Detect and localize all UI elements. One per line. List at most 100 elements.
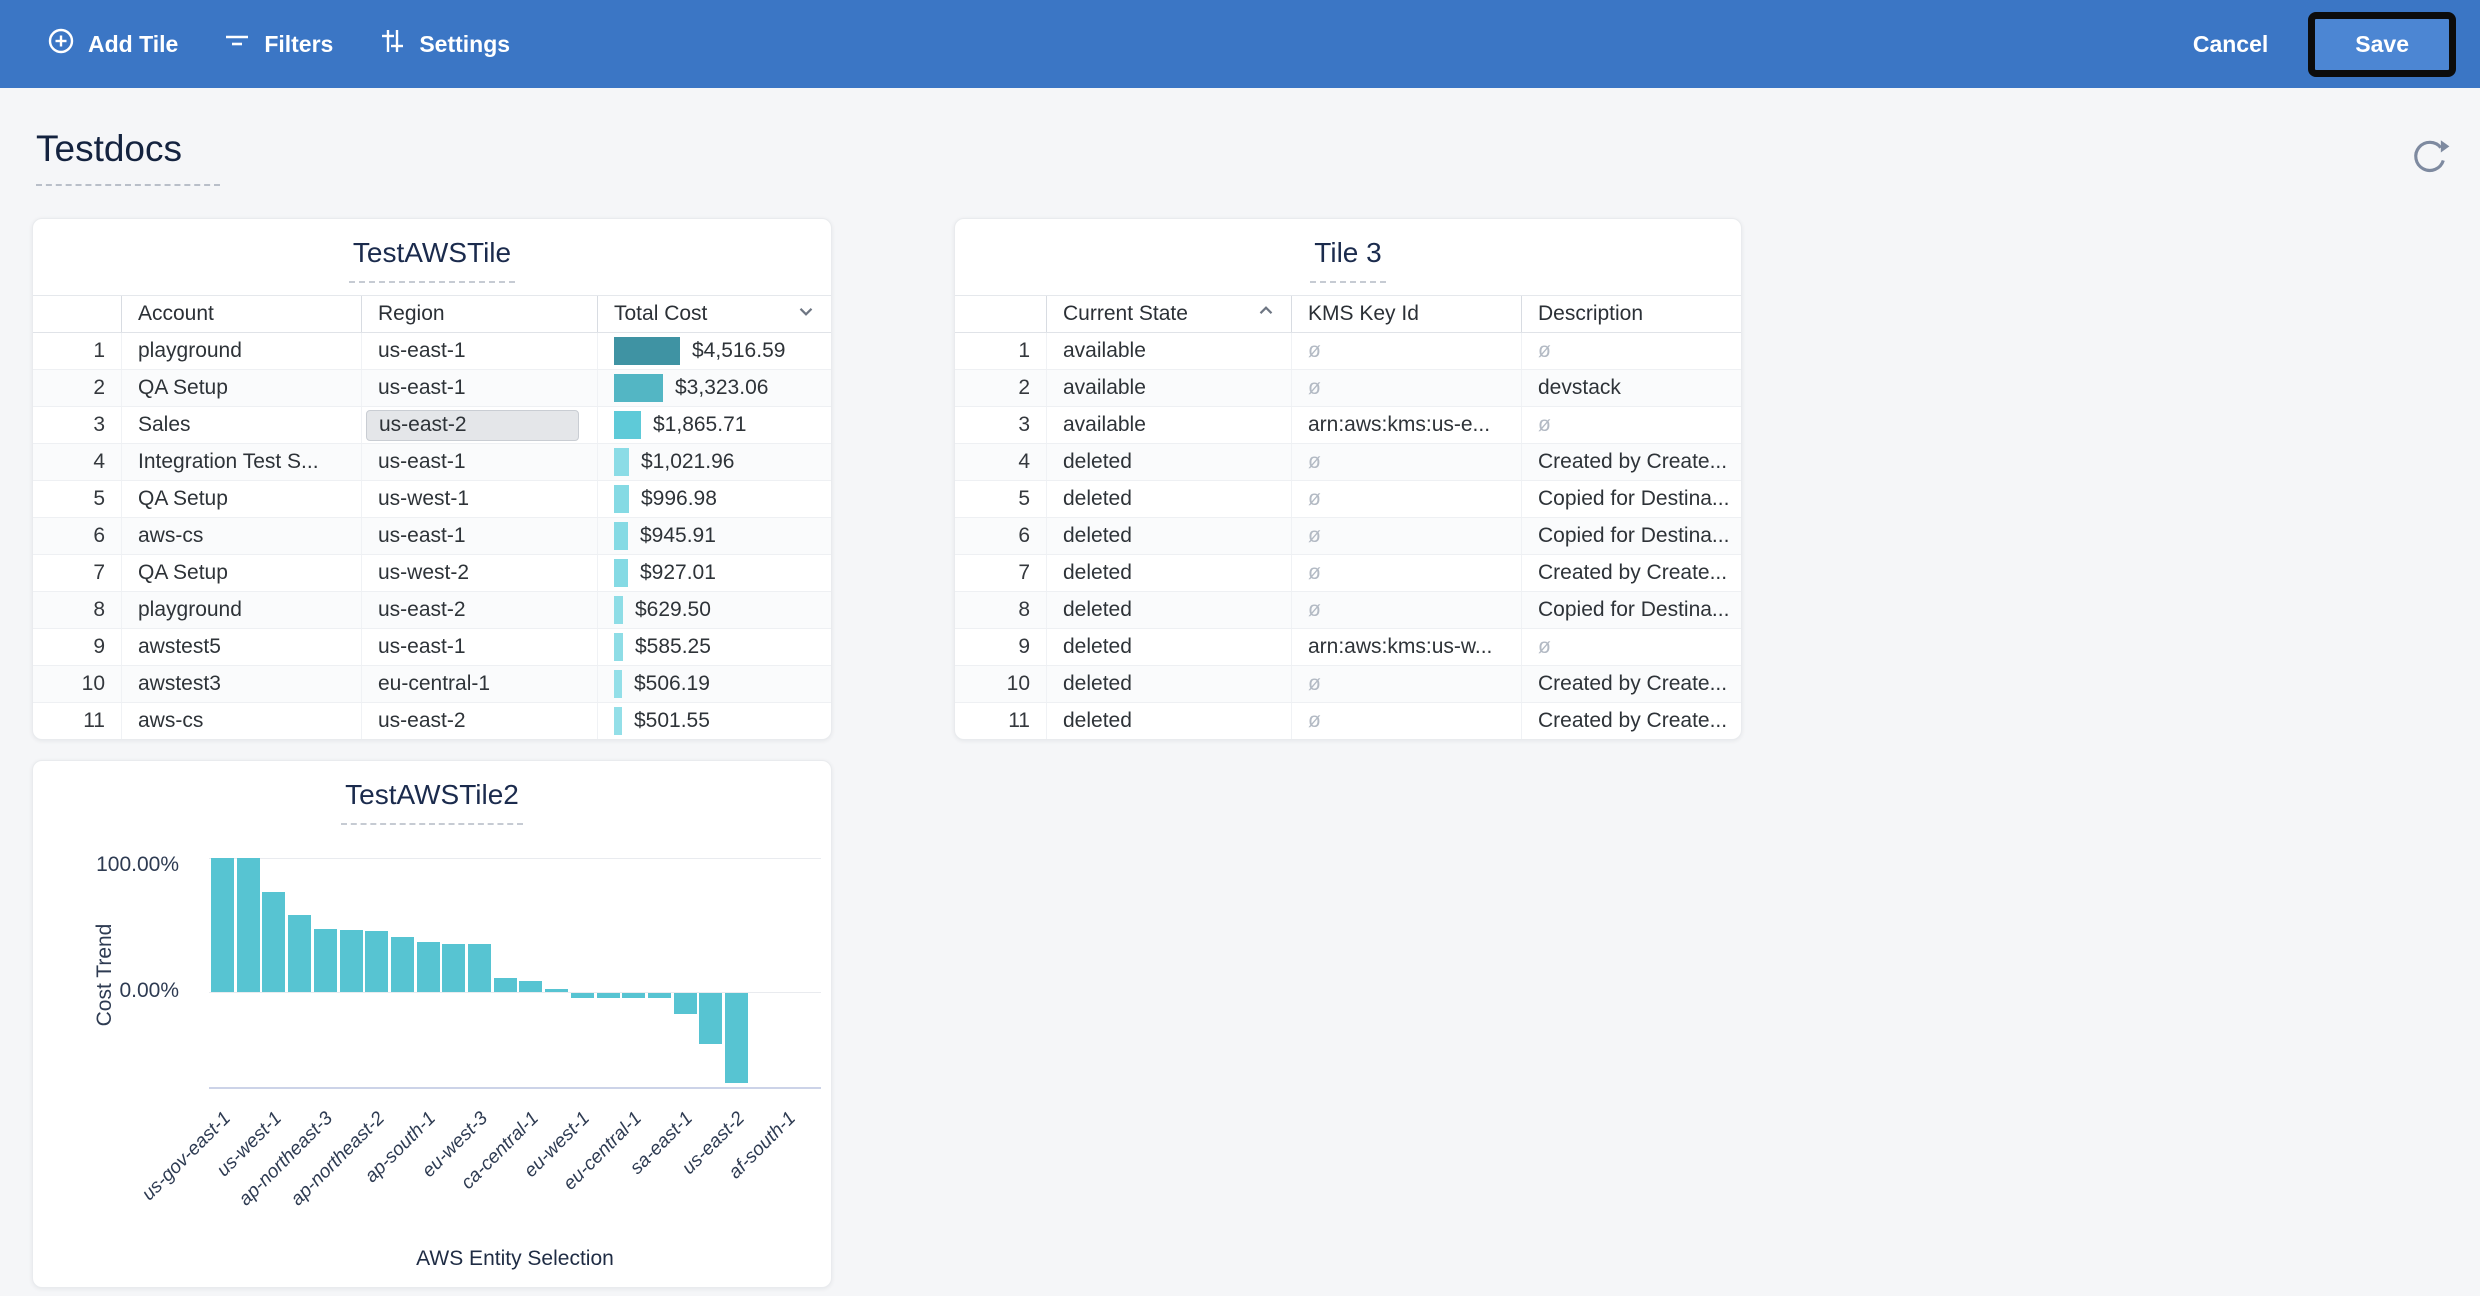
chart-bar[interactable] bbox=[647, 993, 671, 999]
total-cost-cell[interactable]: $1,021.96 bbox=[597, 444, 831, 480]
chart-bar[interactable] bbox=[390, 937, 414, 992]
account-cell[interactable]: QA Setup bbox=[121, 370, 361, 406]
tile-title[interactable]: TestAWSTile bbox=[348, 237, 516, 283]
chevron-up-icon[interactable] bbox=[1255, 300, 1277, 328]
description-cell[interactable]: ø bbox=[1521, 333, 1741, 369]
account-cell[interactable]: awstest3 bbox=[121, 666, 361, 702]
account-cell[interactable]: Sales bbox=[121, 407, 361, 443]
column-header-region[interactable]: Region bbox=[361, 296, 597, 332]
chart-bar[interactable] bbox=[416, 941, 440, 992]
kms-key-id-cell[interactable]: ø bbox=[1291, 555, 1521, 591]
account-cell[interactable]: QA Setup bbox=[121, 555, 361, 591]
column-header-account[interactable]: Account bbox=[121, 296, 361, 332]
region-cell[interactable]: eu-central-1 bbox=[361, 666, 597, 702]
chart-bar[interactable] bbox=[725, 993, 748, 1084]
description-cell[interactable]: Created by Create... bbox=[1521, 555, 1741, 591]
total-cost-cell[interactable]: $927.01 bbox=[597, 555, 831, 591]
tile-title[interactable]: Tile 3 bbox=[1310, 237, 1386, 283]
column-header-kms-key-id[interactable]: KMS Key Id bbox=[1291, 296, 1521, 332]
current-state-cell[interactable]: deleted bbox=[1046, 444, 1291, 480]
account-cell[interactable]: playground bbox=[121, 592, 361, 628]
current-state-cell[interactable]: deleted bbox=[1046, 629, 1291, 665]
region-cell[interactable]: us-east-1 bbox=[361, 444, 597, 480]
region-cell[interactable]: us-east-1 bbox=[361, 333, 597, 369]
description-cell[interactable]: ø bbox=[1521, 407, 1741, 443]
chart-bar[interactable] bbox=[442, 943, 466, 992]
current-state-cell[interactable]: deleted bbox=[1046, 481, 1291, 517]
chart-bar[interactable] bbox=[519, 981, 543, 992]
description-cell[interactable]: devstack bbox=[1521, 370, 1741, 406]
total-cost-cell[interactable]: $3,323.06 bbox=[597, 370, 831, 406]
total-cost-cell[interactable]: $945.91 bbox=[597, 518, 831, 554]
chevron-down-icon[interactable] bbox=[795, 300, 817, 328]
kms-key-id-cell[interactable]: arn:aws:kms:us-w... bbox=[1291, 629, 1521, 665]
description-cell[interactable]: ø bbox=[1521, 629, 1741, 665]
description-cell[interactable]: Created by Create... bbox=[1521, 703, 1741, 739]
account-cell[interactable]: aws-cs bbox=[121, 703, 361, 739]
current-state-cell[interactable]: available bbox=[1046, 370, 1291, 406]
column-header-total-cost[interactable]: Total Cost bbox=[597, 296, 831, 332]
page-title[interactable]: Testdocs bbox=[36, 128, 220, 186]
filters-button[interactable]: Filters bbox=[222, 26, 333, 62]
chart-bar[interactable] bbox=[673, 993, 697, 1015]
current-state-cell[interactable]: deleted bbox=[1046, 555, 1291, 591]
current-state-cell[interactable]: deleted bbox=[1046, 666, 1291, 702]
account-cell[interactable]: aws-cs bbox=[121, 518, 361, 554]
current-state-cell[interactable]: deleted bbox=[1046, 518, 1291, 554]
description-cell[interactable]: Copied for Destina... bbox=[1521, 481, 1741, 517]
description-cell[interactable]: Copied for Destina... bbox=[1521, 592, 1741, 628]
kms-key-id-cell[interactable]: arn:aws:kms:us-e... bbox=[1291, 407, 1521, 443]
region-cell[interactable]: us-east-2 bbox=[361, 407, 597, 443]
save-button[interactable]: Save bbox=[2308, 11, 2456, 77]
kms-key-id-cell[interactable]: ø bbox=[1291, 333, 1521, 369]
chart-bar[interactable] bbox=[313, 929, 337, 992]
region-cell[interactable]: us-east-2 bbox=[361, 592, 597, 628]
chart-bar[interactable] bbox=[545, 988, 569, 992]
chart-bar[interactable] bbox=[339, 930, 363, 992]
chart-bar[interactable] bbox=[596, 993, 620, 998]
description-cell[interactable]: Created by Create... bbox=[1521, 444, 1741, 480]
kms-key-id-cell[interactable]: ø bbox=[1291, 592, 1521, 628]
kms-key-id-cell[interactable]: ø bbox=[1291, 703, 1521, 739]
chart-bar[interactable] bbox=[211, 858, 234, 992]
chart-bar[interactable] bbox=[493, 977, 517, 992]
chart-bar[interactable] bbox=[236, 858, 260, 992]
kms-key-id-cell[interactable]: ø bbox=[1291, 481, 1521, 517]
account-cell[interactable]: QA Setup bbox=[121, 481, 361, 517]
current-state-cell[interactable]: deleted bbox=[1046, 703, 1291, 739]
total-cost-cell[interactable]: $4,516.59 bbox=[597, 333, 831, 369]
selected-cell-highlight[interactable]: us-east-2 bbox=[366, 409, 579, 441]
description-cell[interactable]: Copied for Destina... bbox=[1521, 518, 1741, 554]
settings-button[interactable]: Settings bbox=[377, 26, 510, 62]
cancel-button[interactable]: Cancel bbox=[2192, 30, 2269, 57]
current-state-cell[interactable]: available bbox=[1046, 333, 1291, 369]
region-cell[interactable]: us-west-1 bbox=[361, 481, 597, 517]
total-cost-cell[interactable]: $585.25 bbox=[597, 629, 831, 665]
chart-bar[interactable] bbox=[570, 993, 594, 998]
total-cost-cell[interactable]: $506.19 bbox=[597, 666, 831, 702]
region-cell[interactable]: us-east-1 bbox=[361, 629, 597, 665]
total-cost-cell[interactable]: $1,865.71 bbox=[597, 407, 831, 443]
kms-key-id-cell[interactable]: ø bbox=[1291, 518, 1521, 554]
total-cost-cell[interactable]: $996.98 bbox=[597, 481, 831, 517]
total-cost-cell[interactable]: $629.50 bbox=[597, 592, 831, 628]
account-cell[interactable]: playground bbox=[121, 333, 361, 369]
chart-bar[interactable] bbox=[288, 914, 312, 992]
account-cell[interactable]: awstest5 bbox=[121, 629, 361, 665]
chart-bar[interactable] bbox=[622, 993, 646, 998]
chart-bar[interactable] bbox=[468, 944, 491, 992]
region-cell[interactable]: us-west-2 bbox=[361, 555, 597, 591]
chart-bar[interactable] bbox=[699, 993, 723, 1044]
kms-key-id-cell[interactable]: ø bbox=[1291, 370, 1521, 406]
account-cell[interactable]: Integration Test S... bbox=[121, 444, 361, 480]
chart-bar[interactable] bbox=[262, 891, 286, 992]
add-tile-button[interactable]: Add Tile bbox=[46, 26, 178, 62]
region-cell[interactable]: us-east-1 bbox=[361, 518, 597, 554]
refresh-button[interactable] bbox=[2406, 136, 2450, 180]
column-header-description[interactable]: Description bbox=[1521, 296, 1741, 332]
current-state-cell[interactable]: available bbox=[1046, 407, 1291, 443]
current-state-cell[interactable]: deleted bbox=[1046, 592, 1291, 628]
kms-key-id-cell[interactable]: ø bbox=[1291, 666, 1521, 702]
column-header-current-state[interactable]: Current State bbox=[1046, 296, 1291, 332]
total-cost-cell[interactable]: $501.55 bbox=[597, 703, 831, 739]
